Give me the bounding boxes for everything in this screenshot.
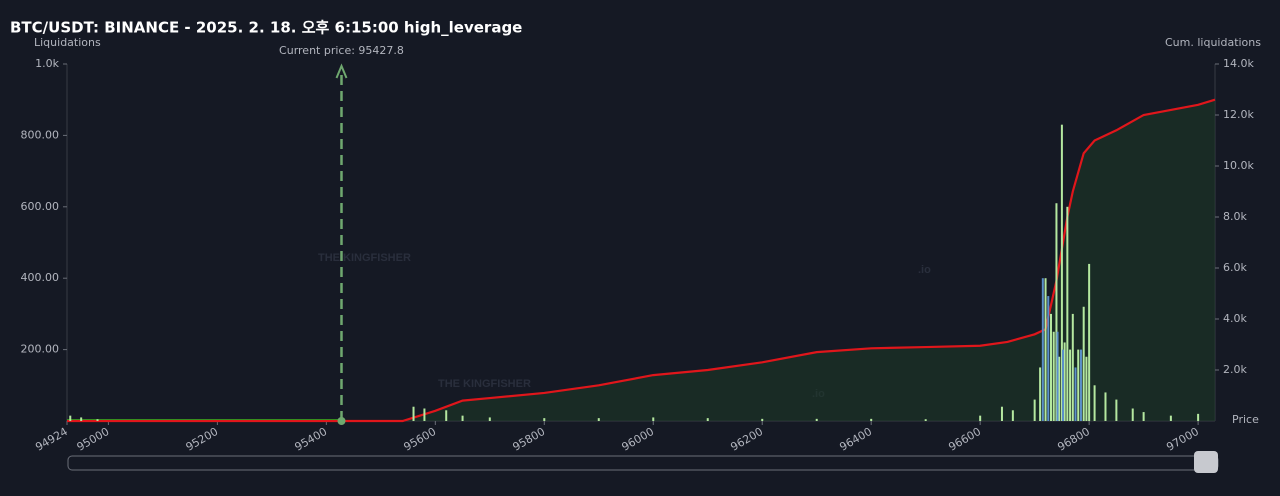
x-tick-label: 95400	[293, 425, 330, 454]
range-scrollbar[interactable]	[67, 455, 1219, 471]
bar	[1061, 349, 1064, 421]
watermark: THE KINGFISHER	[438, 378, 531, 390]
bar	[761, 418, 764, 421]
bar	[1077, 349, 1080, 421]
y-tick-label: 200.00	[21, 343, 60, 356]
x-tick-label: 95000	[75, 425, 112, 454]
bar	[1131, 408, 1134, 421]
bar	[1082, 306, 1085, 421]
x-tick-label: 95200	[184, 425, 221, 454]
bar	[1088, 263, 1091, 421]
chart-title: BTC/USDT: BINANCE - 2025. 2. 18. 오후 6:15…	[10, 19, 522, 37]
bar	[815, 418, 818, 421]
bar	[1047, 296, 1050, 421]
y2-tick-label: 14.0k	[1223, 57, 1254, 70]
x-tick-label: 95800	[510, 425, 547, 454]
y2-tick-label: 8.0k	[1223, 210, 1247, 223]
bar	[1063, 342, 1066, 421]
bar	[1052, 331, 1055, 421]
bar	[1169, 415, 1172, 421]
y-tick-label: 400.00	[21, 271, 60, 284]
bar	[412, 406, 415, 421]
bar	[1071, 313, 1074, 421]
current-price-arrow	[335, 63, 348, 79]
bar	[1058, 356, 1061, 421]
bar	[461, 415, 464, 421]
bar	[445, 410, 448, 421]
bar	[488, 417, 491, 421]
y-axis-label: Liquidations	[34, 36, 101, 49]
y2-tick-label: 6.0k	[1223, 261, 1247, 274]
x-tick-label: 95600	[402, 425, 439, 454]
x-tick-label: 96200	[728, 425, 765, 454]
scroll-handle[interactable]	[1194, 451, 1218, 473]
y2-tick-label: 4.0k	[1223, 312, 1247, 325]
cum-area	[67, 99, 1215, 421]
bar	[1044, 278, 1047, 421]
bar	[1079, 349, 1082, 421]
current-price-label: Current price: 95427.8	[279, 44, 404, 57]
bar	[423, 408, 426, 421]
y2-tick-label: 12.0k	[1223, 108, 1254, 121]
bar	[1085, 356, 1088, 421]
bar	[96, 419, 99, 421]
x-tick-label: 96000	[619, 425, 656, 454]
bar	[543, 418, 546, 421]
bar	[80, 417, 83, 421]
watermark: THE KINGFISHER	[318, 252, 411, 264]
x-tick-label: 96600	[946, 425, 983, 454]
bar	[1056, 331, 1059, 421]
bar	[1055, 203, 1058, 421]
bar	[1115, 399, 1118, 421]
bar	[1039, 367, 1042, 421]
bar	[1069, 349, 1072, 421]
current-price-dot	[337, 417, 346, 425]
bar	[1197, 413, 1200, 421]
bar	[69, 415, 72, 421]
bar	[1041, 278, 1044, 421]
x-tick-label: 96400	[837, 425, 874, 454]
bar	[924, 419, 927, 421]
bar	[1093, 385, 1096, 421]
bar	[870, 418, 873, 421]
bar	[1060, 124, 1063, 421]
y-tick-label: 1.0k	[35, 57, 59, 70]
bar	[1000, 406, 1003, 421]
y2-axis-label: Cum. liquidations	[1165, 36, 1261, 49]
x-tick-label: 96800	[1055, 425, 1092, 454]
bar	[979, 415, 982, 421]
watermark-suffix: .io	[918, 264, 931, 276]
bar	[1104, 392, 1107, 421]
bar	[1074, 367, 1077, 421]
x-tick-label: 97000	[1164, 425, 1201, 454]
x-axis-label: Price	[1232, 413, 1259, 426]
y-tick-label: 800.00	[21, 128, 60, 141]
bar	[1066, 206, 1069, 421]
bar	[652, 417, 655, 421]
x-tick-label: 94924	[33, 425, 70, 454]
y2-tick-label: 2.0k	[1223, 363, 1247, 376]
cum-line	[67, 98, 1216, 423]
bar	[1033, 399, 1036, 421]
y-tick-label: 600.00	[21, 200, 60, 213]
bar	[1142, 412, 1145, 421]
bar	[597, 418, 600, 421]
bar	[706, 418, 709, 421]
bar	[1050, 313, 1052, 421]
y2-tick-label: 10.0k	[1223, 159, 1254, 172]
bar	[1011, 410, 1014, 421]
